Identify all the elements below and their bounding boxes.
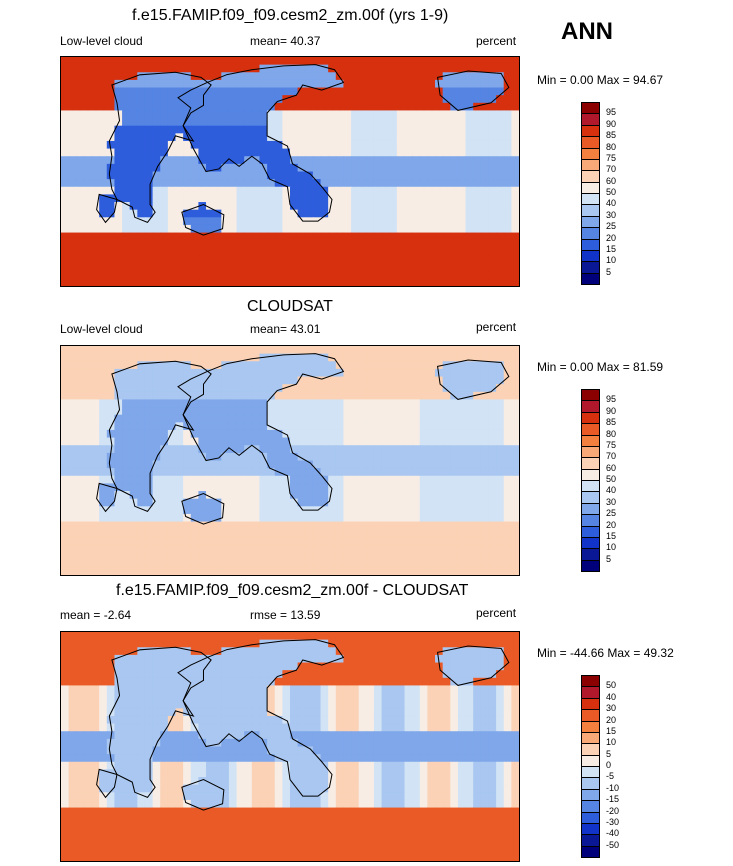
coastline [96, 768, 118, 799]
colorbar-tick-label: 40 [606, 691, 617, 702]
colorbar-tick-label: 10 [606, 542, 617, 553]
panel-3-title: f.e15.FAMIP.f09_f09.cesm2_zm.00f - CLOUD… [116, 582, 469, 599]
panel-3-colorbar: 50 40 30 20 15 10 5 0 -5 -10 -15 -20 -30 -40 -50 [581, 675, 641, 858]
panel-3-map-plot [61, 632, 519, 861]
panel-2-mean-label: mean= 43.01 [250, 322, 321, 336]
colorbar-tick-label: 20 [606, 232, 617, 243]
colorbar-tick-label: -30 [606, 816, 620, 827]
colorbar-tick-label: 75 [606, 152, 617, 163]
coastline [437, 70, 510, 111]
coastline [181, 204, 225, 236]
colorbar-tick-label: -15 [606, 794, 620, 805]
colorbar-tick-label: 40 [606, 198, 617, 209]
coastline [108, 360, 212, 513]
coastline [108, 646, 212, 799]
colorbar-tick-label: 75 [606, 439, 617, 450]
coastline [177, 64, 345, 222]
colorbar-tick-label: 15 [606, 243, 617, 254]
colorbar-tick-label: -50 [606, 839, 620, 850]
colorbar-tick-label: 40 [606, 485, 617, 496]
colorbar-tick-label: 90 [606, 118, 617, 129]
season-label: ANN [561, 18, 613, 45]
colorbar-tick-label: 25 [606, 221, 617, 232]
panel-2-left-label: Low-level cloud [60, 322, 143, 336]
coastline [437, 359, 510, 400]
colorbar-swatch [581, 845, 600, 858]
panel-2-map-plot [61, 346, 519, 575]
coastline [181, 493, 225, 525]
colorbar-tick-label: 25 [606, 508, 617, 519]
panel-3-minmax: Min = -44.66 Max = 49.32 [537, 646, 674, 660]
colorbar-tick-label: 85 [606, 417, 617, 428]
colorbar-tick-label: 95 [606, 107, 617, 118]
panel-2-map [60, 345, 520, 576]
coastline [177, 353, 345, 511]
panel-2-minmax: Min = 0.00 Max = 81.59 [537, 360, 664, 374]
panel-1-mean-label: mean= 40.37 [250, 34, 321, 48]
colorbar-tick-label: 5 [606, 266, 612, 277]
panel-2-colorbar: 95 90 85 80 75 70 60 50 40 30 25 20 15 10 5 [581, 389, 641, 572]
panel-2-units-label: percent [476, 320, 517, 334]
panel-1-minmax: Min = 0.00 Max = 94.67 [537, 73, 664, 87]
colorbar-tick-label: 70 [606, 451, 617, 462]
panel-3-rmse-label: rmse = 13.59 [250, 608, 321, 622]
colorbar-tick-label: 10 [606, 255, 617, 266]
coastline [96, 482, 118, 513]
colorbar-tick-label: 80 [606, 428, 617, 439]
panel-3-map [60, 631, 520, 862]
colorbar-tick-label: -20 [606, 805, 620, 816]
colorbar-tick-label: 70 [606, 164, 617, 175]
colorbar-tick-label: 30 [606, 496, 617, 507]
panel-3-units-label: percent [476, 606, 517, 620]
colorbar-tick-label: 20 [606, 714, 617, 725]
colorbar-swatch [581, 272, 600, 285]
colorbar-tick-label: 50 [606, 680, 617, 691]
coastline [437, 645, 510, 686]
colorbar-tick-label: 80 [606, 141, 617, 152]
panel-1-title: f.e15.FAMIP.f09_f09.cesm2_zm.00f (yrs 1-… [132, 7, 449, 24]
coastline [108, 71, 212, 224]
colorbar-tick-label: 15 [606, 725, 617, 736]
panel-1-colorbar: 95 90 85 80 75 70 60 50 40 30 25 20 15 10 5 [581, 102, 641, 285]
colorbar-tick-label: -10 [606, 782, 620, 793]
colorbar-tick-label: 50 [606, 474, 617, 484]
coastline [181, 779, 225, 811]
coastline [96, 193, 118, 224]
panel-1-map-plot [61, 57, 519, 286]
colorbar-tick-label: 15 [606, 530, 617, 541]
coastline [177, 639, 345, 797]
panel-3-mean-label: mean = -2.64 [60, 608, 132, 622]
colorbar-tick-label: 10 [606, 737, 617, 748]
panel-1-map [60, 56, 520, 287]
colorbar-tick-label: 5 [606, 748, 612, 759]
panel-2-title: CLOUDSAT [247, 298, 333, 315]
colorbar-tick-label: -40 [606, 828, 620, 839]
colorbar-tick-label: 60 [606, 462, 617, 473]
colorbar-swatch [581, 559, 600, 572]
colorbar-tick-label: 90 [606, 405, 617, 416]
colorbar-tick-label: 0 [606, 760, 612, 770]
colorbar-tick-label: 60 [606, 175, 617, 186]
colorbar-tick-label: 5 [606, 553, 612, 564]
panel-1-left-label: Low-level cloud [60, 34, 143, 48]
panel-1-units-label: percent [476, 34, 517, 48]
colorbar-tick-label: 50 [606, 187, 617, 197]
colorbar-tick-label: 30 [606, 209, 617, 220]
colorbar-tick-label: 20 [606, 519, 617, 530]
colorbar-tick-label: 85 [606, 130, 617, 141]
colorbar-tick-label: -5 [606, 771, 615, 782]
colorbar-tick-label: 30 [606, 703, 617, 714]
colorbar-tick-label: 95 [606, 394, 617, 405]
